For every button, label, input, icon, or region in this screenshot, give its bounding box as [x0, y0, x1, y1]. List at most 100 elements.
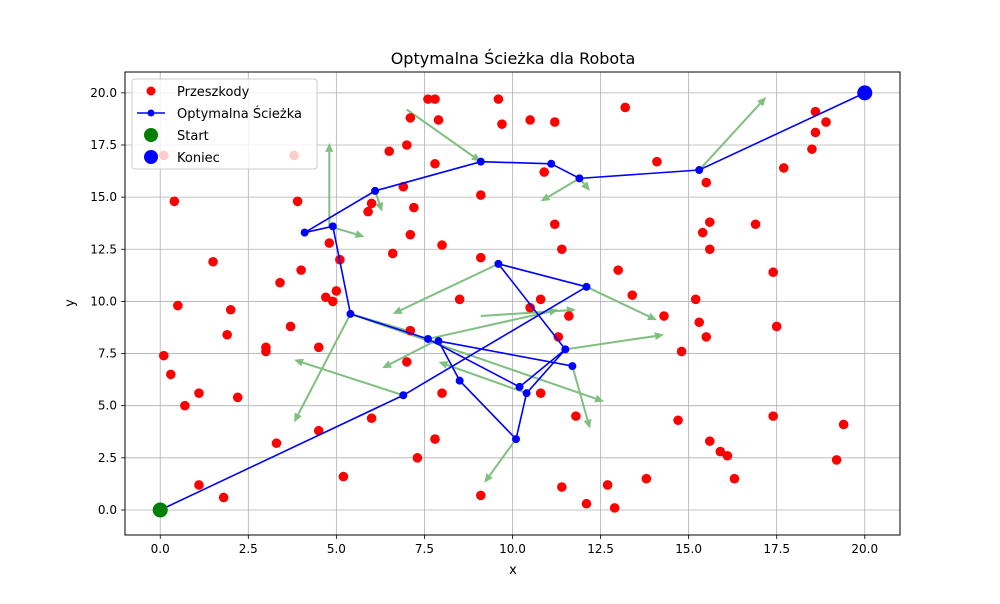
- path-segment: [438, 340, 573, 367]
- path-waypoint: [346, 309, 355, 318]
- obstacle-point: [271, 438, 282, 449]
- y-tick-label: 10.0: [90, 294, 117, 308]
- direction-arrow: [480, 309, 567, 318]
- obstacle-point: [430, 94, 440, 104]
- obstacle-point: [366, 198, 377, 209]
- direction-arrow: [400, 262, 499, 311]
- obstacle-point: [564, 311, 574, 321]
- obstacle-point: [475, 252, 486, 263]
- obstacle-point: [768, 411, 778, 421]
- obstacle-point: [405, 229, 416, 240]
- y-tick-label: 17.5: [90, 138, 117, 152]
- obstacle-point: [331, 286, 342, 296]
- obstacle-point: [525, 302, 535, 313]
- path-waypoint: [695, 166, 704, 175]
- path-waypoint: [423, 334, 432, 343]
- obstacle-point: [493, 94, 504, 104]
- path-line: [159, 92, 866, 511]
- direction-arrow: [698, 102, 761, 171]
- legend-marker: [147, 109, 155, 117]
- obstacle-point: [701, 177, 712, 188]
- obstacle-point: [821, 117, 831, 127]
- obstacle-point: [324, 238, 335, 248]
- obstacle-point: [402, 140, 412, 150]
- obstacle-point: [328, 296, 338, 307]
- x-tick-label: 20.0: [851, 542, 878, 556]
- direction-arrow: [571, 365, 589, 421]
- y-tick-label: 15.0: [90, 190, 117, 204]
- obstacle-point: [313, 425, 324, 436]
- direction-arrow-head: [647, 312, 657, 321]
- obstacle-point: [609, 503, 620, 513]
- path-waypoint: [494, 259, 503, 268]
- obstacle-point: [497, 119, 507, 129]
- obstacle-points: [158, 94, 849, 513]
- y-tick-label: 5.0: [98, 399, 117, 413]
- obstacle-point: [338, 471, 349, 482]
- obstacle-point: [620, 102, 631, 113]
- obstacle-point: [275, 277, 285, 288]
- obstacle-point: [313, 342, 324, 353]
- path-segment: [525, 348, 566, 394]
- obstacle-point: [539, 167, 550, 177]
- legend-label: Optymalna Ścieżka: [177, 106, 302, 122]
- y-tick-label: 12.5: [90, 242, 117, 256]
- obstacle-point: [768, 267, 778, 278]
- obstacle-point: [557, 482, 567, 492]
- path-waypoint: [328, 222, 337, 231]
- path-waypoint: [434, 337, 443, 346]
- path-segment: [515, 393, 528, 440]
- direction-arrow-head: [484, 473, 493, 483]
- obstacle-point: [437, 388, 447, 398]
- obstacle-point: [412, 453, 423, 463]
- legend-label: Przeszkody: [177, 85, 250, 100]
- obstacle-point: [750, 219, 761, 230]
- obstacle-point: [627, 290, 638, 300]
- chart-title: Optymalna Ścieżka dla Robota: [391, 49, 636, 68]
- x-tick-label: 5.0: [327, 542, 346, 556]
- direction-arrow: [302, 361, 404, 397]
- direction-arrow: [547, 177, 580, 198]
- start-end-markers: [152, 85, 873, 518]
- obstacle-point: [701, 332, 712, 342]
- obstacle-point: [261, 346, 271, 357]
- direction-arrow-head: [382, 360, 392, 369]
- x-axis-label: x: [509, 563, 517, 578]
- obstacle-point: [475, 490, 486, 501]
- obstacle-point: [571, 411, 581, 421]
- obstacle-point: [694, 317, 705, 328]
- obstacle-point: [320, 292, 331, 303]
- obstacle-point: [225, 304, 236, 315]
- obstacle-point: [557, 244, 567, 255]
- obstacle-point: [704, 217, 715, 227]
- path-waypoint: [371, 186, 380, 195]
- obstacle-point: [363, 206, 373, 217]
- end-marker: [857, 85, 873, 101]
- direction-arrow-head: [757, 97, 767, 107]
- path-segment: [437, 340, 461, 382]
- legend-marker: [144, 128, 158, 142]
- obstacle-point: [704, 436, 715, 446]
- y-tick-label: 2.5: [98, 451, 117, 465]
- path-waypoint: [522, 389, 531, 398]
- obstacle-point: [535, 388, 546, 398]
- obstacle-point: [232, 392, 243, 403]
- path-segment: [459, 380, 517, 440]
- path-waypoint: [399, 391, 408, 400]
- obstacle-point: [165, 369, 176, 380]
- obstacle-point: [778, 163, 789, 173]
- obstacle-point: [218, 492, 229, 503]
- direction-arrow-head: [392, 306, 403, 314]
- direction-arrow: [446, 363, 527, 395]
- x-tick-label: 15.0: [675, 542, 702, 556]
- direction-arrow-head: [540, 193, 551, 202]
- obstacle-point: [715, 446, 726, 457]
- obstacle-point: [535, 294, 546, 305]
- obstacle-point: [729, 473, 740, 484]
- path-waypoint: [515, 382, 524, 391]
- direction-arrow: [406, 108, 475, 158]
- legend-label: Start: [177, 129, 209, 144]
- direction-arrow-head: [375, 201, 384, 212]
